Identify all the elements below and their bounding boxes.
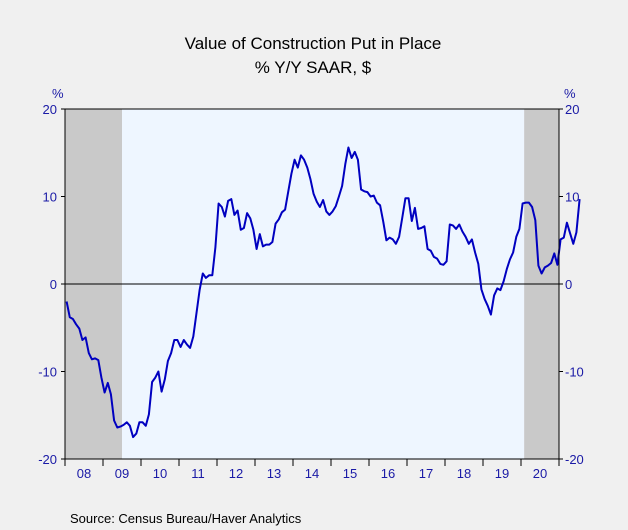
x-tick-label: 20 <box>533 466 547 481</box>
x-tick-label: 09 <box>115 466 129 481</box>
y-tick-label-right: -20 <box>565 452 584 467</box>
y-tick-label-left: 10 <box>43 190 57 205</box>
x-tick-label: 14 <box>305 466 319 481</box>
x-tick-label: 17 <box>419 466 433 481</box>
series-line <box>65 146 581 439</box>
y-tick-label-right: -10 <box>565 365 584 380</box>
y-tick-label-left: -20 <box>38 452 57 467</box>
chart-subtitle: % Y/Y SAAR, $ <box>255 58 372 77</box>
y-axis-unit-right: % <box>564 86 576 101</box>
source-note: Source: Census Bureau/Haver Analytics <box>70 511 302 526</box>
x-tick-label: 19 <box>495 466 509 481</box>
x-tick-label: 16 <box>381 466 395 481</box>
x-tick-label: 10 <box>153 466 167 481</box>
x-tick-label: 18 <box>457 466 471 481</box>
x-tick-label: 13 <box>267 466 281 481</box>
y-tick-label-right: 10 <box>565 190 579 205</box>
x-tick-label: 08 <box>77 466 91 481</box>
x-tick-label: 12 <box>229 466 243 481</box>
plot-frame <box>64 108 560 460</box>
y-tick-label-right: 0 <box>565 277 572 292</box>
y-tick-label-left: 0 <box>50 277 57 292</box>
chart-title: Value of Construction Put in Place <box>185 34 442 53</box>
x-tick-label: 15 <box>343 466 357 481</box>
y-tick-label-right: 20 <box>565 102 579 117</box>
x-tick-label: 11 <box>191 466 205 481</box>
y-tick-label-left: -10 <box>38 365 57 380</box>
y-tick-label-left: 20 <box>43 102 57 117</box>
y-axis-unit-left: % <box>52 86 64 101</box>
